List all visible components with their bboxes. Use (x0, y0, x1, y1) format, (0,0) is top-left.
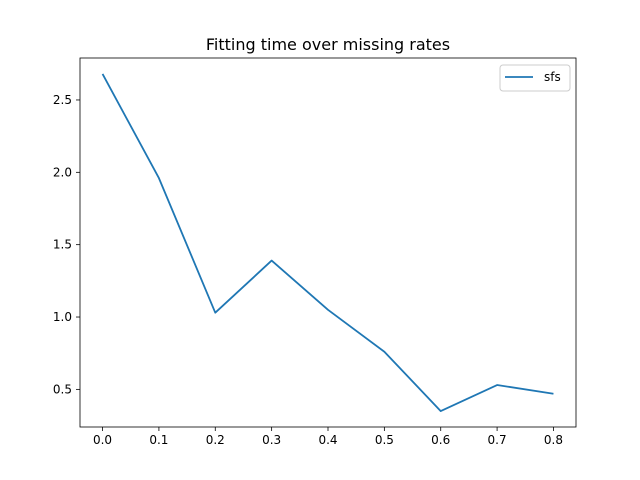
y-tick-label: 2.5 (53, 93, 72, 107)
y-tick-label: 2.0 (53, 165, 72, 179)
x-tick-label: 0.3 (262, 433, 281, 447)
plot-area: 0.0 0.1 0.2 0.3 0.4 0.5 0.6 0.7 0.8 0.5 1.0 1.5 2.0 2… (53, 57, 577, 447)
x-tick-label: 0.0 (93, 433, 112, 447)
x-tick-label: 0.1 (149, 433, 168, 447)
y-tick-label: 0.5 (53, 382, 72, 396)
legend-label-sfs: sfs (544, 70, 561, 84)
y-tick-label: 1.0 (53, 310, 72, 324)
chart-title: Fitting time over missing rates (206, 35, 450, 54)
y-tick-label: 1.5 (53, 238, 72, 252)
legend: sfs (499, 64, 571, 92)
x-tick-label: 0.4 (318, 433, 337, 447)
legend-box (499, 64, 571, 92)
x-tick-label: 0.6 (431, 433, 450, 447)
x-tick-label: 0.8 (544, 433, 563, 447)
x-tick-label: 0.7 (488, 433, 507, 447)
plot-frame (79, 57, 577, 428)
series-line-sfs (101, 73, 554, 412)
x-tick-label: 0.2 (206, 433, 225, 447)
x-tick-label: 0.5 (375, 433, 394, 447)
